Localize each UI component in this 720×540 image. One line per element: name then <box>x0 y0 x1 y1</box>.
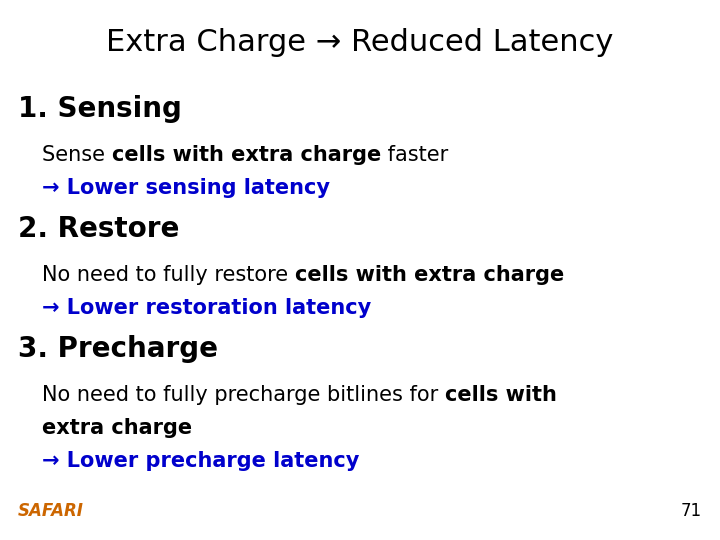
Text: 3. Precharge: 3. Precharge <box>18 335 218 363</box>
Text: cells with extra charge: cells with extra charge <box>294 265 564 285</box>
Text: 2. Restore: 2. Restore <box>18 215 179 243</box>
Text: Extra Charge → Reduced Latency: Extra Charge → Reduced Latency <box>107 28 613 57</box>
Text: cells with extra charge: cells with extra charge <box>112 145 381 165</box>
Text: 71: 71 <box>681 502 702 520</box>
Text: → Lower precharge latency: → Lower precharge latency <box>42 451 359 471</box>
Text: Sense: Sense <box>42 145 112 165</box>
Text: 1. Sensing: 1. Sensing <box>18 95 182 123</box>
Text: No need to fully restore: No need to fully restore <box>42 265 294 285</box>
Text: No need to fully precharge bitlines for: No need to fully precharge bitlines for <box>42 385 445 405</box>
Text: extra charge: extra charge <box>42 418 192 438</box>
Text: → Lower restoration latency: → Lower restoration latency <box>42 298 372 318</box>
Text: SAFARI: SAFARI <box>18 502 84 520</box>
Text: → Lower sensing latency: → Lower sensing latency <box>42 178 330 198</box>
Text: faster: faster <box>381 145 448 165</box>
Text: cells with: cells with <box>445 385 557 405</box>
